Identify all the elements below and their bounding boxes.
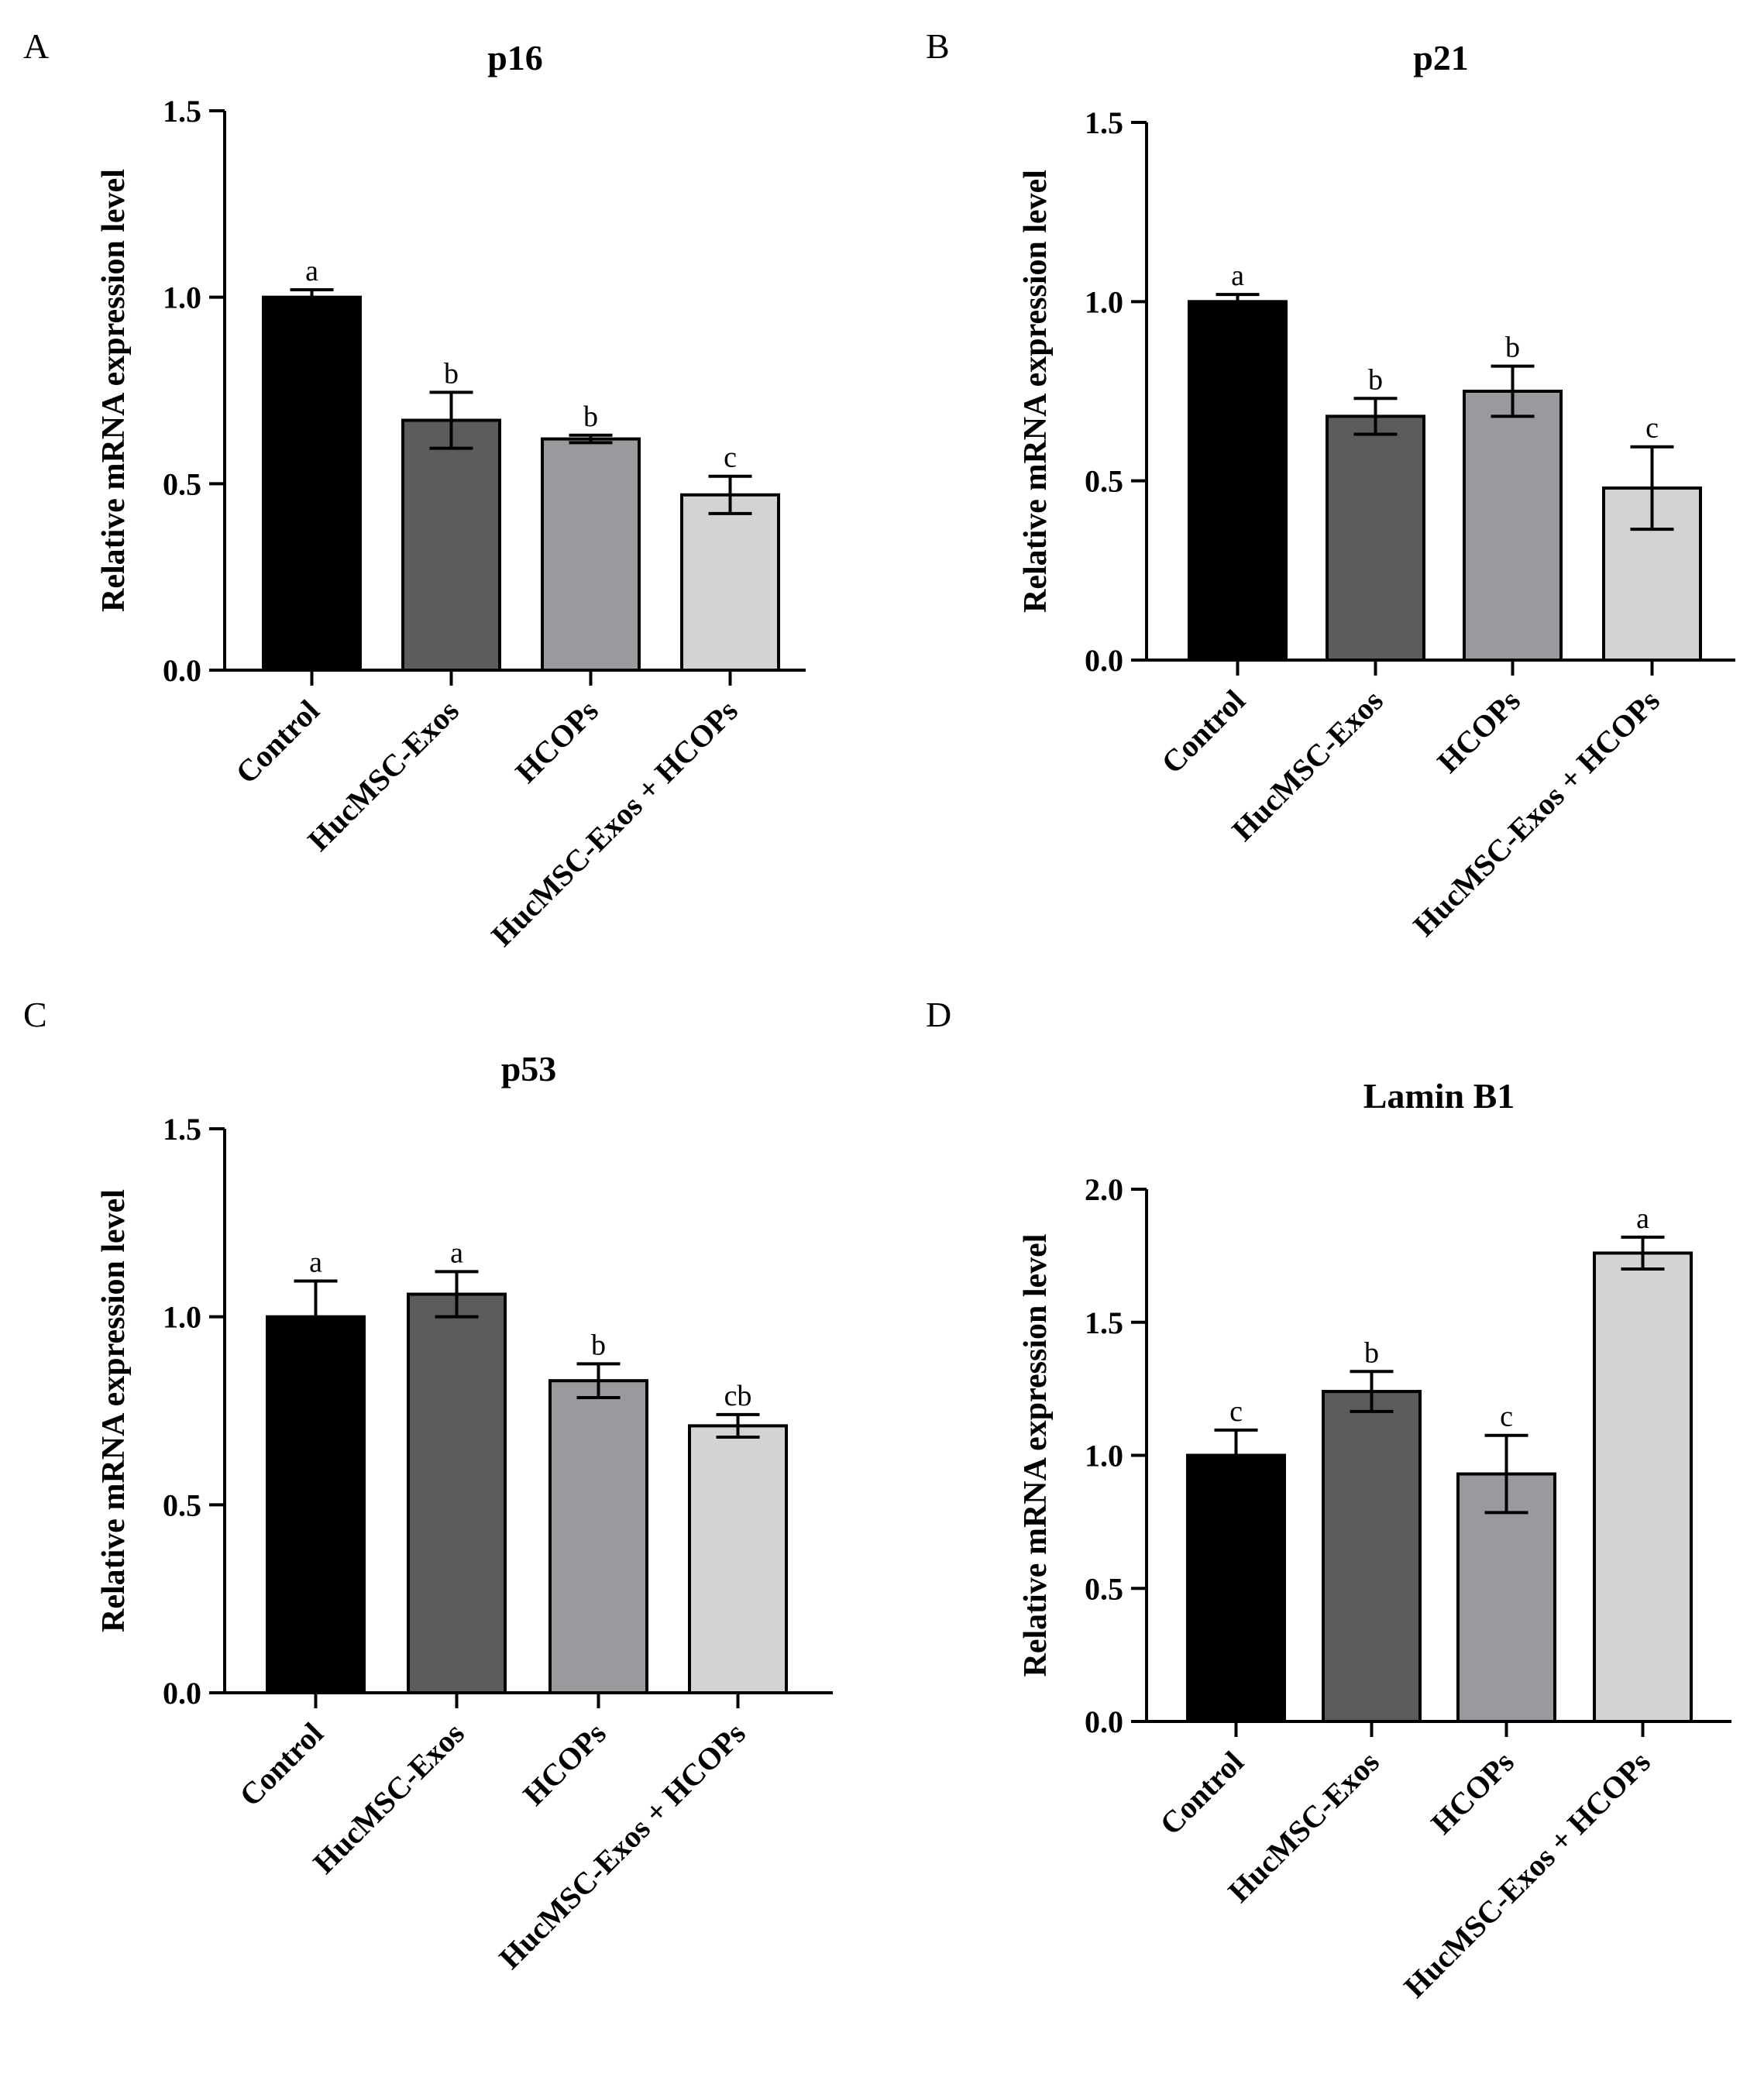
x-tick-label: Control bbox=[229, 693, 326, 791]
y-tick-label: 1.5 bbox=[163, 1112, 201, 1147]
y-tick-label: 1.0 bbox=[163, 1300, 201, 1335]
x-tick-label: HucMSC-Exos + HCOPs bbox=[1406, 683, 1666, 944]
y-tick-label: 0.0 bbox=[1085, 643, 1123, 678]
bar-hcops bbox=[541, 437, 641, 672]
significance-label: b bbox=[591, 1329, 606, 1361]
bar-hucmsc-exos bbox=[407, 1292, 507, 1694]
panel-letter: C bbox=[23, 995, 47, 1034]
y-tick-label: 0.5 bbox=[163, 1487, 201, 1522]
bar-control bbox=[1186, 1453, 1286, 1723]
chart-title: p21 bbox=[1413, 38, 1469, 77]
y-tick-label: 0.0 bbox=[163, 653, 201, 688]
x-tick-label: HCOPs bbox=[508, 693, 605, 790]
chart-title: Lamin B1 bbox=[1363, 1076, 1515, 1116]
x-tick-label: HCOPs bbox=[1430, 683, 1527, 780]
x-tick-label: HucMSC-Exos bbox=[306, 1716, 471, 1881]
x-tick-label: Control bbox=[232, 1716, 330, 1814]
y-tick-label: 1.0 bbox=[1085, 1439, 1123, 1474]
significance-label: a bbox=[305, 255, 318, 287]
x-tick-label: HCOPs bbox=[1424, 1745, 1521, 1842]
y-tick-label: 0.5 bbox=[163, 466, 201, 501]
significance-label: b bbox=[1368, 363, 1383, 396]
y-tick-label: 1.5 bbox=[1085, 105, 1123, 140]
significance-label: cb bbox=[724, 1380, 752, 1412]
significance-label: a bbox=[450, 1236, 463, 1269]
bar-hucmsc-exos-hcops bbox=[680, 493, 780, 672]
panel-letter: B bbox=[926, 26, 950, 66]
bar-hcops bbox=[1463, 390, 1563, 662]
bar-hucmsc-exos bbox=[1326, 414, 1425, 662]
chart-title: p53 bbox=[501, 1049, 557, 1088]
x-tick-label: HucMSC-Exos + HCOPs bbox=[492, 1716, 752, 1976]
significance-label: a bbox=[1636, 1202, 1649, 1235]
bar-hucmsc-exos bbox=[401, 418, 501, 672]
significance-label: a bbox=[1231, 260, 1244, 292]
y-tick-label: 0.0 bbox=[1085, 1704, 1123, 1739]
bar-control bbox=[1188, 300, 1288, 662]
significance-label: c bbox=[724, 442, 737, 474]
y-tick-label: 1.0 bbox=[1085, 284, 1123, 319]
y-tick-label: 1.5 bbox=[1085, 1305, 1123, 1340]
x-tick-label: HCOPs bbox=[516, 1716, 613, 1813]
bar-control bbox=[266, 1315, 366, 1694]
significance-label: b bbox=[1364, 1336, 1379, 1369]
significance-label: c bbox=[1645, 412, 1659, 445]
y-tick-label: 0.5 bbox=[1085, 1571, 1123, 1606]
significance-label: b bbox=[444, 357, 459, 390]
y-axis-label: Relative mRNA expression level bbox=[1018, 1234, 1054, 1677]
x-tick-label: HucMSC-Exos + HCOPs bbox=[1397, 1745, 1657, 2005]
bar-hucmsc-exos bbox=[1322, 1390, 1422, 1724]
panel-letter: D bbox=[926, 995, 951, 1034]
y-tick-label: 1.5 bbox=[163, 94, 201, 129]
significance-label: b bbox=[1505, 332, 1520, 364]
bar-hucmsc-exos-hcops bbox=[688, 1424, 788, 1694]
bar-hcops bbox=[1456, 1472, 1556, 1724]
x-tick-label: Control bbox=[1153, 1745, 1250, 1842]
significance-label: c bbox=[1500, 1401, 1513, 1433]
significance-label: b bbox=[583, 401, 598, 433]
y-axis-label: Relative mRNA expression level bbox=[96, 1189, 132, 1632]
bar-hucmsc-exos-hcops bbox=[1593, 1251, 1693, 1723]
bar-hcops bbox=[548, 1379, 648, 1694]
y-axis-label: Relative mRNA expression level bbox=[96, 169, 132, 612]
chart-title: p16 bbox=[487, 38, 543, 77]
bar-control bbox=[262, 295, 362, 672]
y-tick-label: 0.0 bbox=[163, 1676, 201, 1711]
significance-label: a bbox=[309, 1247, 322, 1279]
x-tick-label: HucMSC-Exos + HCOPs bbox=[484, 693, 744, 954]
y-axis-label: Relative mRNA expression level bbox=[1018, 170, 1054, 613]
panel-letter: A bbox=[23, 26, 49, 66]
y-tick-label: 2.0 bbox=[1085, 1172, 1123, 1207]
x-tick-label: Control bbox=[1154, 683, 1252, 781]
significance-label: c bbox=[1229, 1395, 1243, 1428]
chart-panel-d: D Lamin B1 Relative mRNA expression level c… bbox=[926, 995, 1731, 2004]
y-tick-label: 0.5 bbox=[1085, 464, 1123, 499]
y-tick-label: 1.0 bbox=[163, 280, 201, 315]
